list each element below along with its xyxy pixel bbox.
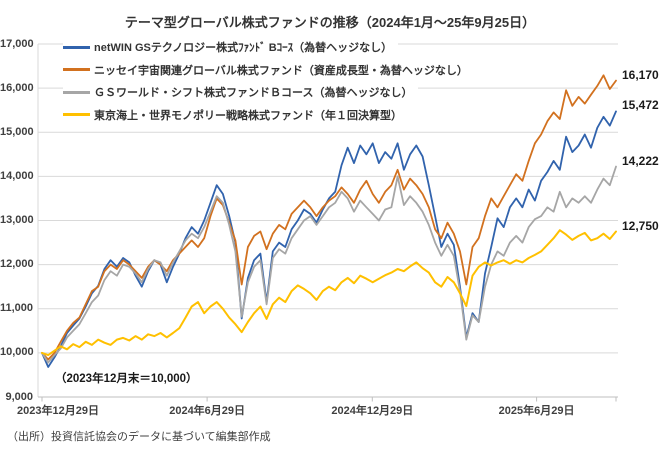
x-axis-label: 2024年12月29日	[331, 405, 414, 417]
legend-line-swatch	[63, 68, 90, 72]
y-axis-label: 15,000	[0, 125, 34, 138]
end-value-label-0: 15,472	[622, 98, 659, 113]
end-value-label-1: 16,170	[622, 67, 659, 82]
series-line-3	[41, 229, 617, 357]
y-axis-label: 13,000	[0, 214, 34, 226]
legend-label: 東京海上・世界モノポリー戦略株式ファンド（年１回決算型）	[94, 109, 402, 122]
base-value-annotation: （2023年12月末＝10,000）	[55, 373, 198, 385]
y-axis-label: 17,000	[0, 37, 34, 50]
end-value-label-2: 14,222	[622, 153, 659, 168]
x-axis-label: 2024年6月29日	[169, 405, 246, 417]
legend-item-0: netWIN GSテクノロジー株式ﾌｧﾝﾄﾞ Bｺｰｽ（為替ヘッジなし）	[63, 36, 399, 59]
legend: netWIN GSテクノロジー株式ﾌｧﾝﾄﾞ Bｺｰｽ（為替ヘッジなし） ニッセイ…	[63, 36, 474, 126]
series-line-0	[41, 110, 617, 368]
legend-label: netWIN GSテクノロジー株式ﾌｧﾝﾄﾞ Bｺｰｽ（為替ヘッジなし）	[94, 42, 393, 55]
chart-title: テーマ型グローバル株式ファンドの推移（2024年1月～25年9月25日）	[124, 15, 536, 30]
legend-item-1: ニッセイ宇宙関連グローバル株式ファンド（資産成長型・為替ヘッジなし）	[63, 58, 474, 81]
x-axis-label: 2023年12月29日	[17, 405, 99, 417]
y-axis-label: 12,000	[0, 258, 34, 271]
y-axis-label: 14,000	[0, 169, 34, 182]
legend-item-2: ＧＳワールド・シフト株式ファンドＢコース（為替ヘッジなし）	[63, 81, 419, 104]
y-axis-label: 16,000	[0, 81, 34, 94]
x-axis-label: 2025年6月29日	[498, 405, 575, 417]
legend-label: ニッセイ宇宙関連グローバル株式ファンド（資産成長型・為替ヘッジなし）	[94, 64, 468, 77]
y-axis-label: 9,000	[5, 390, 33, 403]
legend-line-swatch	[63, 113, 90, 117]
legend-line-swatch	[63, 90, 90, 94]
y-axis-label: 11,000	[0, 302, 34, 315]
source-note: （出所）投資信託協会のデータに基づいて編集部作成	[7, 431, 271, 443]
series-line-1	[41, 74, 617, 361]
series-line-2	[41, 165, 617, 364]
legend-line-swatch	[63, 45, 90, 49]
end-value-label-3: 12,750	[622, 218, 659, 233]
legend-item-3: 東京海上・世界モノポリー戦略株式ファンド（年１回決算型）	[63, 103, 408, 126]
legend-label: ＧＳワールド・シフト株式ファンドＢコース（為替ヘッジなし）	[94, 87, 413, 100]
y-axis-label: 10,000	[0, 346, 34, 359]
